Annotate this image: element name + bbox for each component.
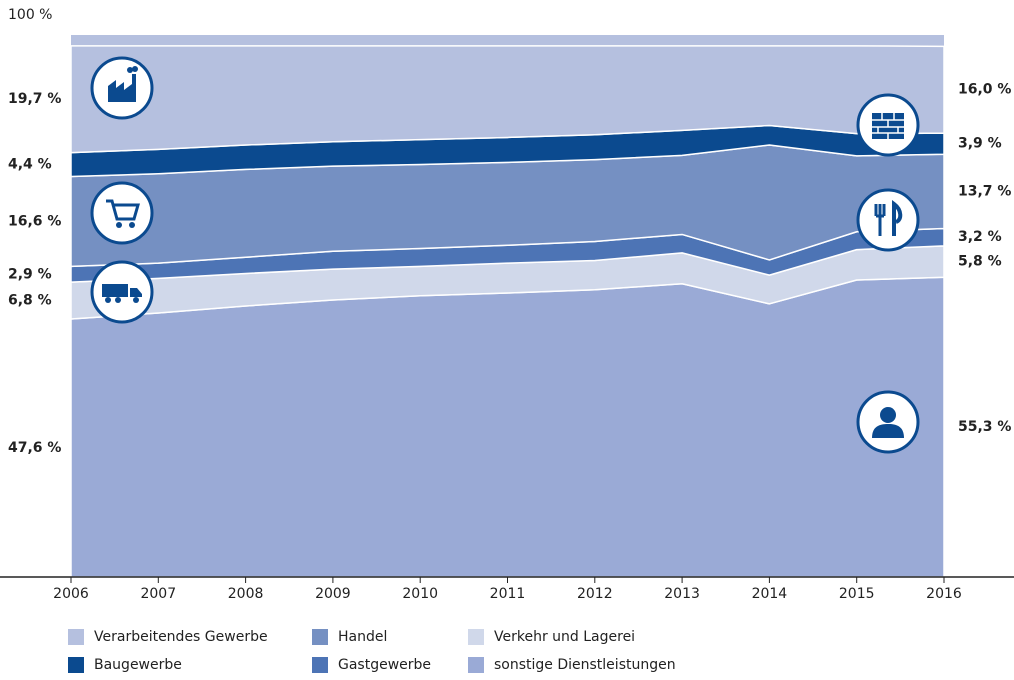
legend-swatch bbox=[468, 629, 484, 645]
legend-label: Verarbeitendes Gewerbe bbox=[94, 629, 268, 645]
x-tick-label: 2006 bbox=[53, 586, 89, 602]
x-tick-label: 2014 bbox=[752, 586, 788, 602]
legend-label: sonstige Dienstleistungen bbox=[494, 657, 676, 673]
value-label: 47,6 % bbox=[8, 440, 61, 456]
icon-bricks bbox=[856, 93, 920, 157]
legend-swatch bbox=[468, 657, 484, 673]
legend-swatch bbox=[68, 629, 84, 645]
legend-swatch bbox=[312, 629, 328, 645]
legend-swatch bbox=[312, 657, 328, 673]
y-tick-label: 100 % bbox=[8, 7, 52, 23]
x-tick-label: 2016 bbox=[926, 586, 962, 602]
legend-label: Baugewerbe bbox=[94, 657, 182, 673]
value-label: 13,7 % bbox=[958, 183, 1011, 199]
value-label: 4,4 % bbox=[8, 157, 52, 173]
x-tick-label: 2007 bbox=[140, 586, 176, 602]
value-label: 16,6 % bbox=[8, 213, 61, 229]
icon-truck bbox=[90, 260, 154, 324]
icon-cutlery bbox=[856, 188, 920, 252]
legend-swatch bbox=[68, 657, 84, 673]
area bbox=[70, 45, 945, 154]
legend-label: Gastgewerbe bbox=[338, 657, 431, 673]
icon-cart bbox=[90, 181, 154, 245]
x-tick-label: 2009 bbox=[315, 586, 351, 602]
legend-label: Handel bbox=[338, 629, 387, 645]
x-tick-label: 2013 bbox=[664, 586, 700, 602]
icon-person bbox=[856, 390, 920, 454]
x-tick-label: 2015 bbox=[839, 586, 875, 602]
areas bbox=[70, 45, 945, 578]
value-label: 16,0 % bbox=[958, 82, 1011, 98]
value-label: 3,2 % bbox=[958, 229, 1002, 245]
value-label: 6,8 % bbox=[8, 293, 52, 309]
icon-industry bbox=[90, 56, 154, 120]
x-tick-label: 2010 bbox=[402, 586, 438, 602]
value-label: 55,3 % bbox=[958, 419, 1011, 435]
area bbox=[70, 276, 945, 578]
icons bbox=[90, 56, 920, 454]
value-label: 3,9 % bbox=[958, 136, 1002, 152]
legend-label: Verkehr und Lagerei bbox=[494, 629, 635, 645]
x-tick-label: 2008 bbox=[228, 586, 264, 602]
value-label: 19,7 % bbox=[8, 91, 61, 107]
value-label: 2,9 % bbox=[8, 266, 52, 282]
x-tick-label: 2011 bbox=[490, 586, 526, 602]
x-tick-label: 2012 bbox=[577, 586, 613, 602]
legend: Verarbeitendes Gewerbe Baugewerbe Handel Ga… bbox=[68, 629, 676, 673]
value-label: 5,8 % bbox=[958, 254, 1002, 270]
